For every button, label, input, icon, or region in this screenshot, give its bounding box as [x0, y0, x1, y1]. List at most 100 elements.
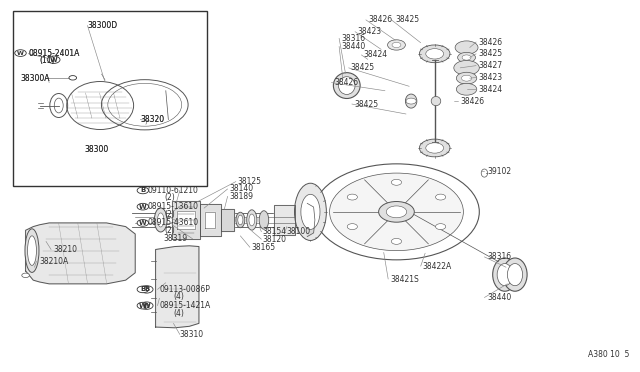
Polygon shape [156, 246, 199, 328]
Ellipse shape [405, 94, 417, 108]
Circle shape [426, 49, 444, 59]
Text: 38425: 38425 [478, 49, 502, 58]
Text: 38426: 38426 [460, 97, 484, 106]
Text: 38300D: 38300D [88, 21, 118, 30]
Circle shape [47, 56, 60, 63]
Circle shape [392, 238, 401, 244]
Text: 38423: 38423 [478, 73, 502, 82]
Text: 38189: 38189 [230, 192, 253, 201]
Circle shape [435, 224, 445, 230]
Circle shape [137, 187, 148, 194]
Text: B: B [144, 286, 149, 292]
Text: (4): (4) [173, 292, 184, 301]
Text: 38120: 38120 [262, 235, 287, 244]
Text: 38210: 38210 [54, 245, 77, 254]
Circle shape [456, 72, 477, 84]
Text: 39102: 39102 [487, 167, 511, 176]
Text: W: W [139, 204, 147, 210]
Text: W: W [17, 51, 24, 55]
Ellipse shape [301, 194, 320, 230]
Circle shape [15, 50, 26, 57]
Ellipse shape [481, 169, 488, 177]
Text: 38426: 38426 [334, 78, 358, 87]
Text: 38154: 38154 [262, 227, 287, 236]
Circle shape [456, 83, 477, 95]
Text: (11): (11) [40, 56, 55, 65]
Circle shape [387, 206, 406, 218]
Ellipse shape [246, 210, 257, 230]
Bar [13, 11, 207, 186]
Ellipse shape [339, 77, 355, 94]
Circle shape [458, 52, 476, 62]
Text: 38320: 38320 [140, 115, 164, 124]
Text: 38125: 38125 [237, 177, 261, 186]
Text: W: W [139, 303, 147, 309]
Circle shape [22, 273, 29, 278]
Text: 38300A: 38300A [20, 74, 50, 83]
Circle shape [454, 61, 479, 75]
Text: 38425: 38425 [355, 100, 378, 109]
Text: 38424: 38424 [364, 51, 387, 60]
Circle shape [140, 286, 153, 293]
Text: W: W [139, 220, 147, 226]
Text: (11): (11) [40, 56, 55, 65]
Circle shape [137, 302, 148, 309]
Text: 08915-2401A: 08915-2401A [28, 49, 79, 58]
Circle shape [137, 203, 148, 210]
Text: 38424: 38424 [478, 85, 502, 94]
Text: 38426: 38426 [369, 15, 392, 24]
Text: 38100: 38100 [287, 227, 311, 236]
Text: (2): (2) [164, 226, 175, 235]
Text: B: B [140, 187, 145, 193]
Text: 38425: 38425 [351, 63, 374, 72]
Text: 38421S: 38421S [390, 275, 419, 283]
Ellipse shape [333, 73, 360, 99]
Polygon shape [177, 211, 195, 229]
Circle shape [137, 219, 148, 226]
Ellipse shape [294, 183, 326, 240]
Text: 08915-43610: 08915-43610 [148, 218, 199, 227]
Text: 09113-0086P: 09113-0086P [159, 285, 211, 294]
Text: 09110-61210: 09110-61210 [148, 186, 199, 195]
Text: B: B [140, 286, 145, 292]
Text: (4): (4) [173, 308, 184, 318]
Text: 38140: 38140 [230, 185, 253, 193]
Circle shape [388, 40, 405, 50]
Text: 38440: 38440 [487, 293, 511, 302]
Text: 38310: 38310 [180, 330, 204, 339]
Text: 08915-2401A: 08915-2401A [28, 49, 79, 58]
Text: 38425: 38425 [395, 15, 419, 24]
Circle shape [392, 42, 401, 48]
Ellipse shape [497, 263, 513, 286]
Ellipse shape [28, 236, 36, 265]
Ellipse shape [238, 215, 243, 225]
Ellipse shape [259, 211, 269, 229]
Ellipse shape [431, 96, 441, 106]
Polygon shape [172, 201, 200, 239]
Ellipse shape [249, 214, 255, 226]
Ellipse shape [493, 258, 517, 291]
Polygon shape [221, 209, 234, 231]
Text: (2): (2) [164, 193, 175, 202]
Text: 38300A: 38300A [20, 74, 50, 83]
Circle shape [406, 98, 416, 104]
Circle shape [462, 55, 471, 60]
Text: 38427: 38427 [478, 61, 502, 70]
Text: A380 10  5: A380 10 5 [588, 350, 629, 359]
Text: W: W [143, 303, 150, 309]
Ellipse shape [154, 208, 167, 232]
Circle shape [426, 143, 444, 153]
Text: 38300D: 38300D [88, 21, 118, 30]
Polygon shape [307, 203, 315, 237]
Text: 38440: 38440 [341, 42, 365, 51]
Circle shape [379, 202, 414, 222]
Circle shape [140, 302, 153, 310]
Circle shape [348, 224, 357, 230]
Circle shape [455, 41, 478, 54]
Text: 38316: 38316 [341, 34, 365, 43]
Polygon shape [205, 212, 216, 228]
Circle shape [330, 173, 463, 251]
Text: 38300: 38300 [84, 145, 108, 154]
Ellipse shape [25, 229, 39, 272]
Ellipse shape [508, 263, 523, 286]
